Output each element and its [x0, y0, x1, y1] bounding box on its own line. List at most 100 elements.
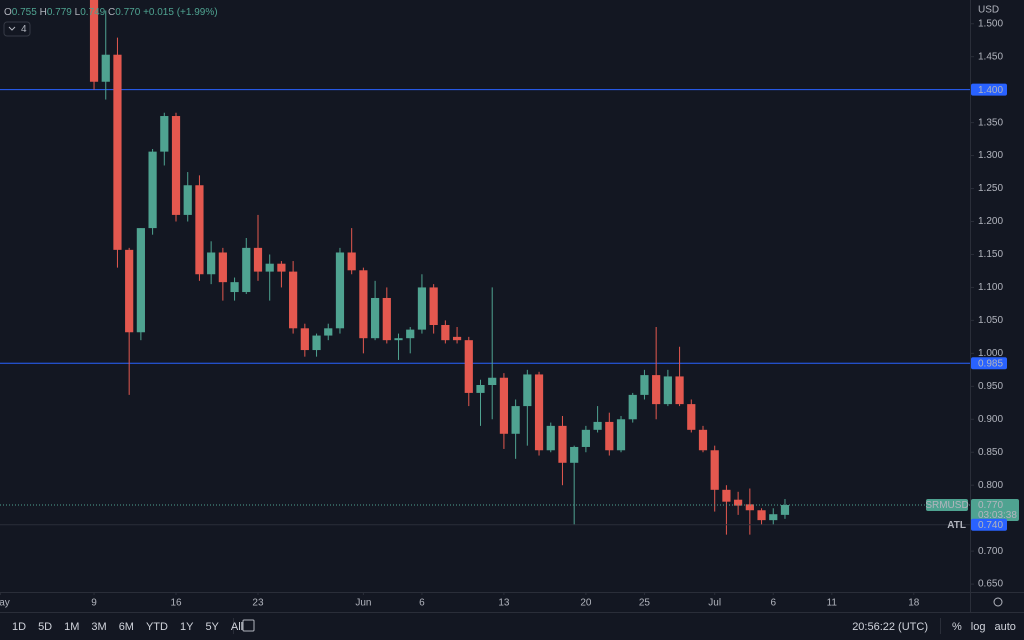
x-tick-label: Jun — [355, 598, 371, 609]
candle-body — [769, 514, 778, 521]
y-tick-label: 0.900 — [978, 414, 1003, 425]
candle-body — [640, 375, 649, 395]
header-item: 0.755 — [12, 7, 37, 18]
settings-icon[interactable] — [993, 597, 1003, 607]
candle-body — [546, 425, 555, 451]
x-tick-label: 20 — [580, 598, 592, 609]
candle-body — [675, 376, 684, 405]
x-tick-label: 23 — [252, 598, 264, 609]
y-tick-label: 1.000 — [978, 348, 1003, 359]
level-label: 0.985 — [978, 358, 1003, 369]
candle-body — [160, 116, 169, 152]
y-tick-label: 1.150 — [978, 249, 1003, 260]
range-button[interactable]: 1Y — [180, 621, 194, 633]
candle-body — [113, 54, 122, 250]
candle-body — [698, 429, 708, 451]
atl-name: ATL — [947, 520, 966, 531]
y-tick-label: 0.800 — [978, 480, 1003, 491]
candle-body — [347, 252, 356, 271]
candle-body — [148, 151, 157, 229]
x-axis: May 9 16 23 Jun 6 13 20 25 Jul 6 11 18 — [0, 592, 920, 609]
x-tick-label: 6 — [770, 598, 776, 609]
candle-body — [628, 394, 637, 420]
header-item: H — [40, 7, 47, 18]
y-tick-label: 0.950 — [978, 381, 1003, 392]
range-button[interactable]: 3M — [91, 621, 106, 633]
candle-body — [511, 406, 520, 434]
candle-body — [136, 228, 145, 333]
y-tick-label: 1.050 — [978, 315, 1003, 326]
date-range-icon[interactable] — [242, 619, 255, 632]
candle-body — [722, 489, 731, 502]
candle-body — [757, 510, 766, 521]
atl-badge — [971, 518, 1007, 531]
last-name: SRMUSD — [925, 500, 968, 511]
candle-body — [417, 287, 427, 330]
x-tick-label: 11 — [827, 598, 838, 609]
indicator-count: 4 — [21, 24, 27, 35]
candle-body — [687, 404, 696, 430]
range-button[interactable]: All — [231, 621, 243, 633]
x-tick-label: May — [0, 598, 10, 609]
candle-body — [218, 252, 227, 283]
candle-body — [663, 376, 672, 405]
candle-body — [289, 271, 298, 329]
candle-body — [253, 247, 263, 272]
candle-body — [429, 287, 438, 326]
countdown: 03:03:38 — [978, 510, 1017, 521]
x-tick-label: 6 — [419, 598, 425, 609]
candle-body — [780, 504, 790, 515]
chevron-icon — [8, 26, 16, 31]
last-price-badge — [971, 498, 1019, 521]
candle-body — [523, 374, 532, 407]
candle-body — [125, 249, 134, 333]
x-tick-label: 18 — [908, 598, 920, 609]
candle-body — [441, 325, 450, 341]
candle-body — [242, 247, 251, 293]
last-price-label: 0.770 — [978, 500, 1003, 511]
y-tick-label: 0.850 — [978, 447, 1003, 458]
x-tick-label: Jul — [708, 598, 721, 609]
candle-body — [335, 252, 345, 329]
header-item: C — [108, 7, 115, 18]
y-tick-label: 0.650 — [978, 579, 1003, 590]
candle-body — [359, 270, 368, 339]
candle-body — [652, 375, 661, 405]
header-item: O — [4, 7, 12, 18]
range-button[interactable]: 1M — [64, 621, 79, 633]
candle-body — [89, 0, 99, 82]
header-item: 0.779 — [47, 7, 72, 18]
y-tick-label: 1.200 — [978, 216, 1003, 227]
indicator-toggle[interactable] — [3, 21, 31, 37]
header-item: L — [75, 7, 81, 18]
candle-body — [616, 419, 626, 451]
ohlc-header: O0.755 H0.779 L0.749 C0.770 +0.015 (+1.9… — [4, 7, 218, 18]
x-tick-label: 13 — [498, 598, 510, 609]
candle-body — [558, 425, 567, 463]
candle-body — [324, 328, 333, 336]
candle-body — [581, 429, 590, 447]
candle-body — [171, 116, 181, 215]
candle-body — [183, 185, 192, 215]
candle-body — [382, 297, 391, 341]
candle-body — [265, 263, 274, 272]
candle-body — [370, 297, 380, 339]
y-tick-label: 1.500 — [978, 18, 1003, 29]
candle-body — [464, 340, 473, 393]
y-tick-label: 1.300 — [978, 150, 1003, 161]
candle-body — [745, 504, 754, 511]
range-button[interactable]: 1D — [12, 621, 26, 633]
candle-body — [300, 328, 309, 351]
scale-option[interactable]: % — [952, 621, 962, 633]
range-button[interactable]: YTD — [146, 621, 168, 633]
currency-label: USD — [978, 5, 999, 16]
candle-body — [534, 374, 544, 451]
range-button[interactable]: 5D — [38, 621, 52, 633]
candle-body — [593, 421, 602, 430]
scale-option[interactable]: auto — [994, 621, 1015, 633]
scale-option[interactable]: log — [971, 621, 986, 633]
range-button[interactable]: 6M — [119, 621, 134, 633]
range-button[interactable]: 5Y — [205, 621, 219, 633]
